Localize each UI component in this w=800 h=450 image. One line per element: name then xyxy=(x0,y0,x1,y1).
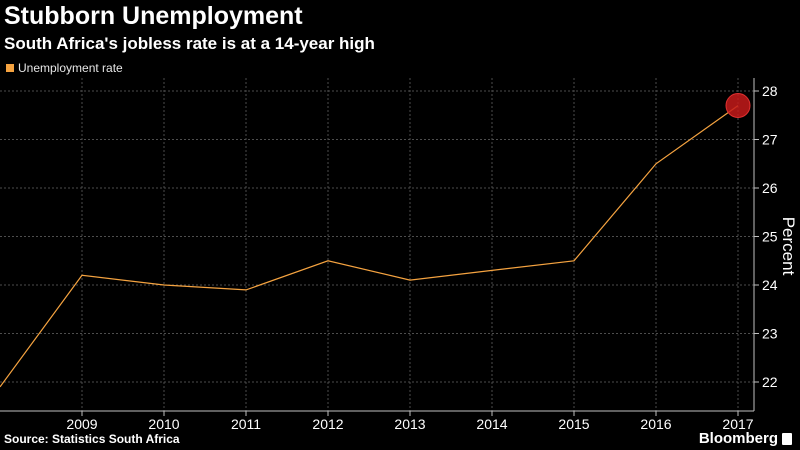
data-point xyxy=(409,279,411,281)
data-point xyxy=(491,269,493,271)
brand-name: Bloomberg xyxy=(698,430,778,447)
series-line-unemployment-rate xyxy=(0,105,739,388)
data-point xyxy=(245,289,247,291)
data-point xyxy=(81,274,83,276)
chart-subtitle: South Africa's jobless rate is at a 14-y… xyxy=(4,34,375,53)
highlight-marker xyxy=(725,93,751,119)
brand: Bloomberg xyxy=(699,430,792,447)
x-tick-label: 2017 xyxy=(722,416,753,432)
legend-swatch xyxy=(6,64,14,72)
x-tick-label: 2014 xyxy=(476,416,507,432)
y-tick-label: 26 xyxy=(762,180,778,196)
x-tick-label: 2013 xyxy=(394,416,425,432)
x-tick-label: 2015 xyxy=(558,416,589,432)
y-tick-label: 27 xyxy=(762,132,778,148)
chart-legend: Unemployment rate xyxy=(6,61,123,75)
data-point xyxy=(327,260,329,262)
x-tick-label: 2010 xyxy=(148,416,179,432)
y-tick-label: 22 xyxy=(762,374,778,390)
y-axis-title: Percent xyxy=(779,217,798,276)
y-tick-label: 23 xyxy=(762,326,778,342)
x-tick-label: 2011 xyxy=(231,416,261,432)
chart-title: Stubborn Unemployment xyxy=(4,2,303,30)
data-point xyxy=(655,163,657,165)
y-tick-label: 25 xyxy=(762,229,778,245)
x-tick-label: 2009 xyxy=(66,416,97,432)
y-tick-label: 24 xyxy=(762,277,778,293)
source-note: Source: Statistics South Africa xyxy=(4,432,180,446)
x-tick-label: 2016 xyxy=(640,416,671,432)
data-point xyxy=(573,260,575,262)
legend-label: Unemployment rate xyxy=(18,61,123,75)
data-point xyxy=(163,284,165,286)
x-tick-label: 2012 xyxy=(312,416,343,432)
bloomberg-terminal-icon xyxy=(782,432,792,445)
y-tick-label: 28 xyxy=(762,83,778,99)
